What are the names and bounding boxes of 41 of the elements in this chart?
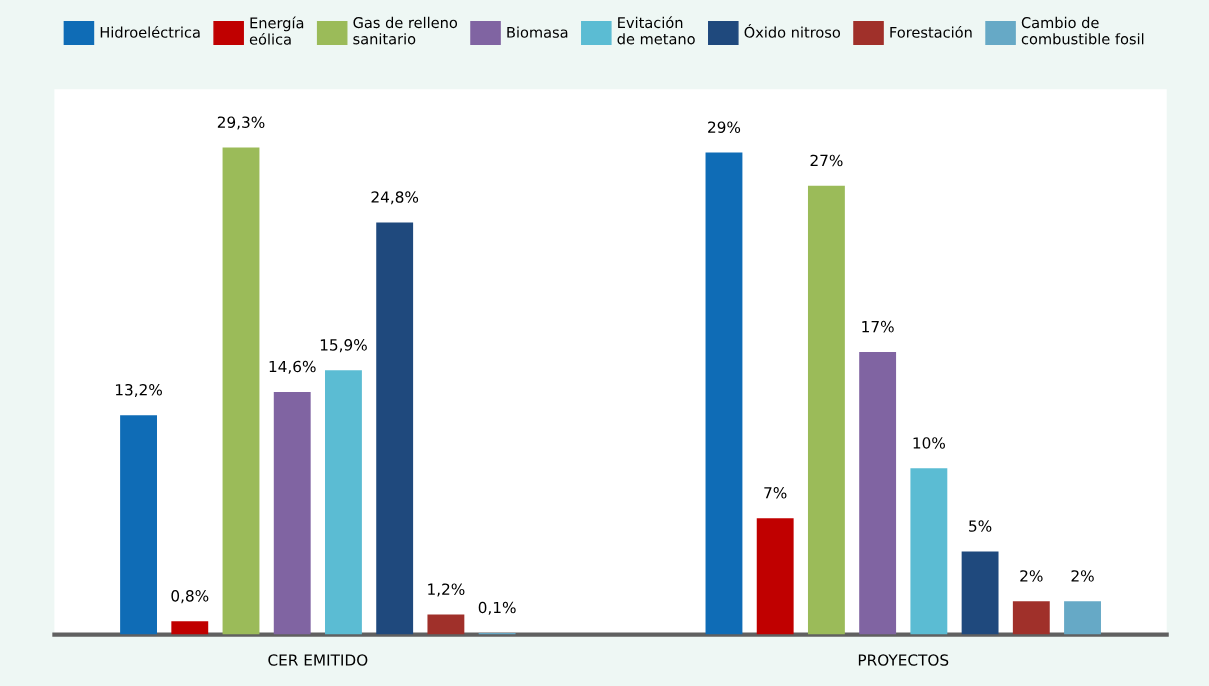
data-label: 0,1% — [478, 601, 516, 615]
data-label: 13,2% — [115, 384, 162, 398]
bar — [859, 352, 897, 635]
bar — [961, 551, 999, 635]
bar — [1064, 601, 1101, 635]
data-label: 17% — [862, 320, 894, 333]
legend-label: Energía eólica — [249, 16, 304, 45]
data-label: 1,2% — [428, 583, 465, 597]
data-label: 14,6% — [269, 360, 316, 374]
data-label: 24,8% — [371, 191, 419, 205]
x-tick-label: CER EMITIDO — [268, 654, 368, 666]
bar — [376, 222, 414, 635]
bar — [120, 415, 157, 635]
bar — [807, 185, 845, 635]
data-label: 10% — [913, 437, 945, 449]
legend-label: Hidroeléctrica — [100, 25, 200, 38]
data-label: 15,9% — [320, 339, 367, 353]
bar — [705, 152, 743, 635]
legend-label: Biomasa — [507, 26, 568, 38]
bar — [427, 614, 465, 635]
legend-label: Forestación — [890, 25, 972, 38]
legend-label: Óxido nitroso — [744, 24, 841, 38]
bar — [756, 518, 794, 635]
bar — [1012, 601, 1050, 635]
legend-label: Gas de relleno sanitario — [353, 16, 458, 45]
data-label: 2% — [1071, 570, 1094, 582]
bar — [171, 621, 209, 635]
legend-label: Evitación de metano — [617, 16, 695, 45]
data-label: 0,8% — [171, 590, 209, 604]
data-label: 5% — [969, 520, 992, 532]
data-label: 27% — [810, 154, 843, 167]
data-label: 2% — [1020, 570, 1043, 582]
data-label: 29,3% — [217, 116, 265, 130]
x-tick-label: PROYECTOS — [858, 654, 949, 666]
bar — [325, 370, 362, 635]
bar — [910, 468, 948, 635]
data-label: 7% — [764, 487, 787, 499]
bar — [222, 147, 260, 635]
legend-label: Cambio de combustible fosil — [1021, 16, 1144, 45]
data-label: 29% — [708, 121, 741, 133]
bar — [273, 391, 311, 635]
